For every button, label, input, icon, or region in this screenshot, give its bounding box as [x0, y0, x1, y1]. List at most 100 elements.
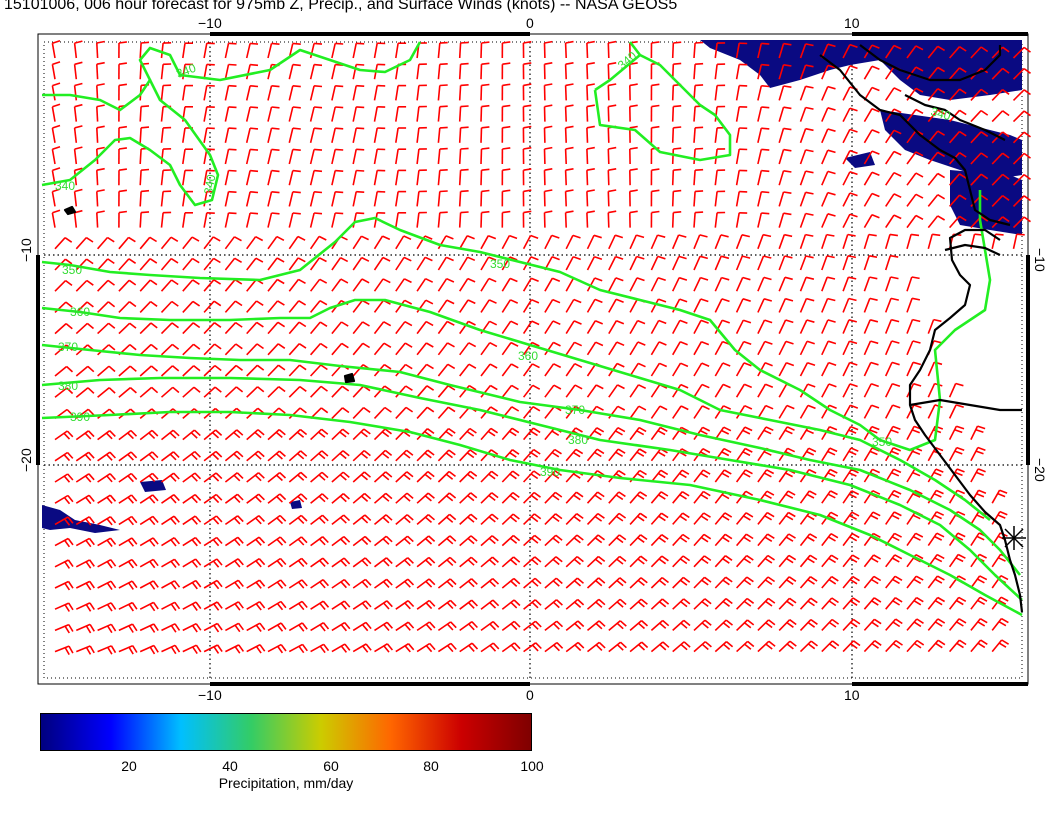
wind-barb-shaft — [331, 128, 336, 143]
wind-barb-flag — [276, 560, 284, 568]
wind-barb-flag — [915, 214, 924, 221]
wind-barb-shaft — [565, 235, 574, 250]
wind-barb-shaft — [480, 148, 483, 165]
wind-barb-flag — [658, 536, 666, 543]
wind-barb-shaft — [458, 170, 462, 186]
wind-barb-flag — [523, 40, 532, 44]
wind-barb-flag — [212, 236, 221, 242]
wind-barb-flag — [785, 557, 794, 564]
wind-barb-shaft — [160, 170, 164, 186]
wind-barb-flag — [725, 576, 733, 583]
wind-barb-shaft — [970, 532, 980, 547]
wind-barb-flag — [152, 515, 159, 524]
wind-barb-flag — [533, 470, 541, 477]
wind-barb-flag — [721, 515, 730, 521]
wind-barb-flag — [468, 363, 477, 369]
wind-barb-flag — [271, 169, 280, 173]
wind-barb-flag — [403, 278, 412, 284]
wind-barb-shaft — [927, 88, 939, 101]
wind-barb-shaft — [96, 191, 99, 207]
wind-barb-shaft — [267, 493, 281, 504]
wind-barb-shaft — [182, 191, 186, 207]
wind-barb-flag — [954, 471, 963, 477]
wind-barb-flag — [429, 642, 436, 651]
wind-barb-flag — [509, 494, 517, 501]
wind-barb-shaft — [523, 449, 535, 462]
wind-barb-shaft — [863, 65, 873, 80]
wind-barb-flag — [320, 385, 328, 392]
frame-thick-segments — [36, 32, 1030, 686]
wind-barb-shaft — [884, 234, 891, 250]
wind-barb-shaft — [288, 386, 301, 398]
wind-barb-shaft — [906, 130, 917, 144]
wind-barb-flag — [764, 340, 773, 345]
wind-barb-flag — [704, 619, 712, 626]
wind-barb-flag — [512, 513, 520, 520]
wind-barb-flag — [999, 510, 1008, 516]
wind-barb-shaft — [821, 213, 829, 228]
wind-barb-flag — [300, 493, 308, 500]
wind-barb-shaft — [693, 555, 705, 568]
wind-barb-flag — [466, 235, 475, 240]
wind-barb-flag — [744, 426, 753, 432]
wind-barb-flag — [467, 602, 475, 609]
wind-barb-flag — [170, 560, 177, 569]
wind-barb-flag — [912, 318, 921, 323]
wind-barb-shaft — [267, 557, 281, 568]
wind-barb-shaft — [544, 235, 553, 250]
wind-barb-flag — [193, 386, 201, 393]
wind-barb-flag — [363, 428, 371, 435]
wind-barb-flag — [565, 40, 574, 44]
wind-barb-flag — [65, 279, 73, 287]
wind-barb-shaft — [331, 64, 336, 80]
wind-barb-flag — [447, 363, 456, 370]
wind-barb-flag — [976, 514, 985, 519]
wind-barb-flag — [216, 558, 223, 566]
wind-barb-shaft — [629, 384, 640, 398]
wind-barb-shaft — [139, 148, 142, 165]
wind-barb-flag — [149, 258, 158, 264]
wind-barb-flag — [531, 516, 539, 523]
wind-barb-flag — [746, 576, 754, 583]
contour-370 — [41, 343, 1022, 576]
wind-barb-flag — [509, 516, 518, 523]
wind-barb-flag — [109, 430, 116, 437]
wind-barb-flag — [502, 83, 511, 87]
wind-barb-shaft — [224, 579, 239, 589]
wind-barb-shaft — [927, 361, 936, 377]
wind-barb-flag — [721, 276, 730, 281]
wind-barb-flag — [365, 600, 372, 608]
wind-barb-flag — [805, 127, 814, 132]
wind-barb-flag — [343, 514, 351, 522]
wind-barb-flag — [446, 320, 455, 326]
wind-barb-flag — [871, 86, 880, 92]
wind-barb-shaft — [842, 468, 852, 483]
wind-barb-flag — [292, 85, 301, 88]
wind-barb-flag — [657, 234, 666, 238]
wind-barb-flag — [106, 561, 113, 569]
wind-barb-shaft — [906, 319, 914, 334]
wind-barb-shaft — [885, 129, 895, 144]
wind-barb-shaft — [51, 149, 56, 165]
wind-barb-flag — [149, 625, 156, 633]
wind-barb-shaft — [182, 212, 186, 228]
wind-barb-shaft — [288, 514, 302, 526]
wind-barb-shaft — [246, 601, 261, 610]
wind-barb-shaft — [352, 578, 366, 589]
wind-barb-shaft — [246, 257, 257, 271]
wind-barb-flag — [318, 452, 326, 460]
wind-barb-flag — [658, 601, 667, 608]
wind-barb-flag — [385, 557, 393, 565]
wind-barb-flag — [913, 404, 922, 409]
wind-barb-flag — [130, 429, 138, 437]
wind-barb-flag — [531, 341, 540, 347]
wind-barb-flag — [980, 173, 989, 180]
wind-barb-flag — [85, 236, 94, 243]
contour-label: 350 — [872, 435, 892, 449]
wind-barb-shaft — [586, 148, 589, 165]
wind-barb-flag — [764, 536, 773, 542]
wind-barb-flag — [661, 576, 669, 584]
map-title: 15101006, 006 hour forecast for 975mb Z,… — [4, 0, 678, 13]
wind-barb-shaft — [565, 620, 579, 632]
wind-barb-shaft — [182, 493, 196, 504]
